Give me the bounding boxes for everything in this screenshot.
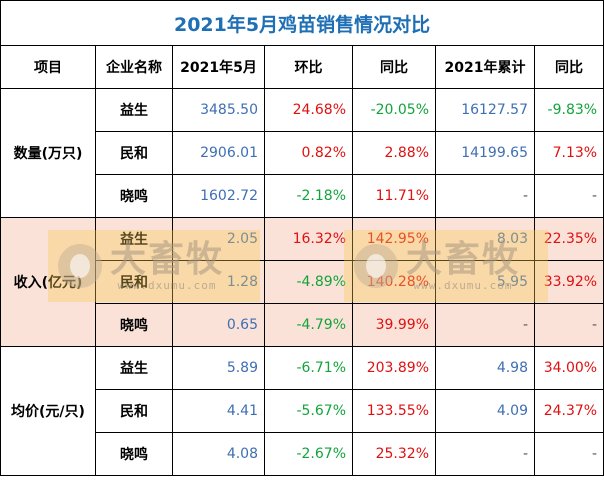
company-name: 益生: [95, 88, 173, 132]
yoy-change: 133.55%: [352, 389, 436, 433]
company-name: 益生: [95, 217, 173, 261]
ytd-value: 14199.65: [435, 131, 535, 175]
ytd-value: -: [435, 303, 535, 347]
ytd-yoy-change: -: [533, 174, 604, 218]
may-value: 3485.50: [172, 88, 265, 132]
mom-change: -2.67%: [264, 432, 353, 476]
may-value: 2906.01: [172, 131, 265, 175]
ytd-value: 16127.57: [435, 88, 535, 132]
table-row: 民和 2906.01 0.82% 2.88% 14199.65 7.13%: [1, 131, 604, 175]
group-label: 均价(元/只): [0, 346, 96, 476]
ytd-value: 4.98: [435, 346, 535, 390]
mom-change: -5.67%: [264, 389, 353, 433]
may-value: 0.65: [172, 303, 265, 347]
header-ytd-yoy: 同比: [533, 45, 604, 89]
yoy-change: 142.95%: [352, 217, 436, 261]
yoy-change: 39.99%: [352, 303, 436, 347]
table-row: 收入(亿元) 益生 2.05 16.32% 142.95% 8.03 22.35%: [0, 217, 604, 347]
may-value: 4.41: [172, 389, 265, 433]
company-name: 益生: [95, 346, 173, 390]
may-value: 4.08: [172, 432, 265, 476]
table-row: 均价(元/只) 益生 5.89 -6.71% 203.89% 4.98 34.00%: [0, 346, 604, 476]
yoy-change: 11.71%: [352, 174, 436, 218]
company-name: 晓鸣: [95, 432, 173, 476]
header-mom: 环比: [264, 45, 353, 89]
ytd-value: 5.95: [435, 260, 535, 304]
may-value: 5.89: [172, 346, 265, 390]
header-ytd-2021: 2021年累计: [435, 45, 535, 89]
company-name: 晓鸣: [95, 303, 173, 347]
table-title: 2021年5月鸡苗销售情况对比: [0, 0, 604, 46]
may-value: 1602.72: [172, 174, 265, 218]
mom-change: 0.82%: [264, 131, 353, 175]
ytd-value: -: [435, 432, 535, 476]
table-row: 晓鸣 0.65 -4.79% 39.99% - -: [1, 303, 604, 347]
mom-change: -2.18%: [264, 174, 353, 218]
yoy-change: -20.05%: [352, 88, 436, 132]
ytd-value: -: [435, 174, 535, 218]
company-name: 民和: [95, 389, 173, 433]
header-yoy: 同比: [352, 45, 436, 89]
ytd-yoy-change: 24.37%: [533, 389, 604, 433]
table-row: 晓鸣 4.08 -2.67% 25.32% - -: [1, 432, 604, 476]
ytd-yoy-change: -: [533, 432, 604, 476]
ytd-value: 4.09: [435, 389, 535, 433]
ytd-yoy-change: -: [533, 303, 604, 347]
group-label: 收入(亿元): [0, 217, 96, 347]
yoy-change: 2.88%: [352, 131, 436, 175]
header-company: 企业名称: [95, 45, 173, 89]
ytd-yoy-change: -9.83%: [533, 88, 604, 132]
may-value: 2.05: [172, 217, 265, 261]
mom-change: 24.68%: [264, 88, 353, 132]
company-name: 民和: [95, 260, 173, 304]
header-may-2021: 2021年5月: [172, 45, 265, 89]
company-name: 民和: [95, 131, 173, 175]
header-item: 项目: [0, 45, 96, 89]
table-row: 晓鸣 1602.72 -2.18% 11.71% - -: [1, 174, 604, 218]
mom-change: -4.89%: [264, 260, 353, 304]
table-row: 民和 1.28 -4.89% 140.28% 5.95 33.92%: [1, 260, 604, 304]
yoy-change: 140.28%: [352, 260, 436, 304]
ytd-yoy-change: 7.13%: [533, 131, 604, 175]
company-name: 晓鸣: [95, 174, 173, 218]
ytd-yoy-change: 34.00%: [533, 346, 604, 390]
yoy-change: 203.89%: [352, 346, 436, 390]
yoy-change: 25.32%: [352, 432, 436, 476]
group-label: 数量(万只): [0, 88, 96, 218]
table-row: 数量(万只) 益生 3485.50 24.68% -20.05% 16127.57 -9.8…: [0, 88, 604, 218]
mom-change: -6.71%: [264, 346, 353, 390]
mom-change: -4.79%: [264, 303, 353, 347]
ytd-yoy-change: 22.35%: [533, 217, 604, 261]
ytd-yoy-change: 33.92%: [533, 260, 604, 304]
ytd-value: 8.03: [435, 217, 535, 261]
may-value: 1.28: [172, 260, 265, 304]
mom-change: 16.32%: [264, 217, 353, 261]
header-row: 项目 企业名称 2021年5月 环比 同比 2021年累计 同比: [0, 45, 604, 89]
